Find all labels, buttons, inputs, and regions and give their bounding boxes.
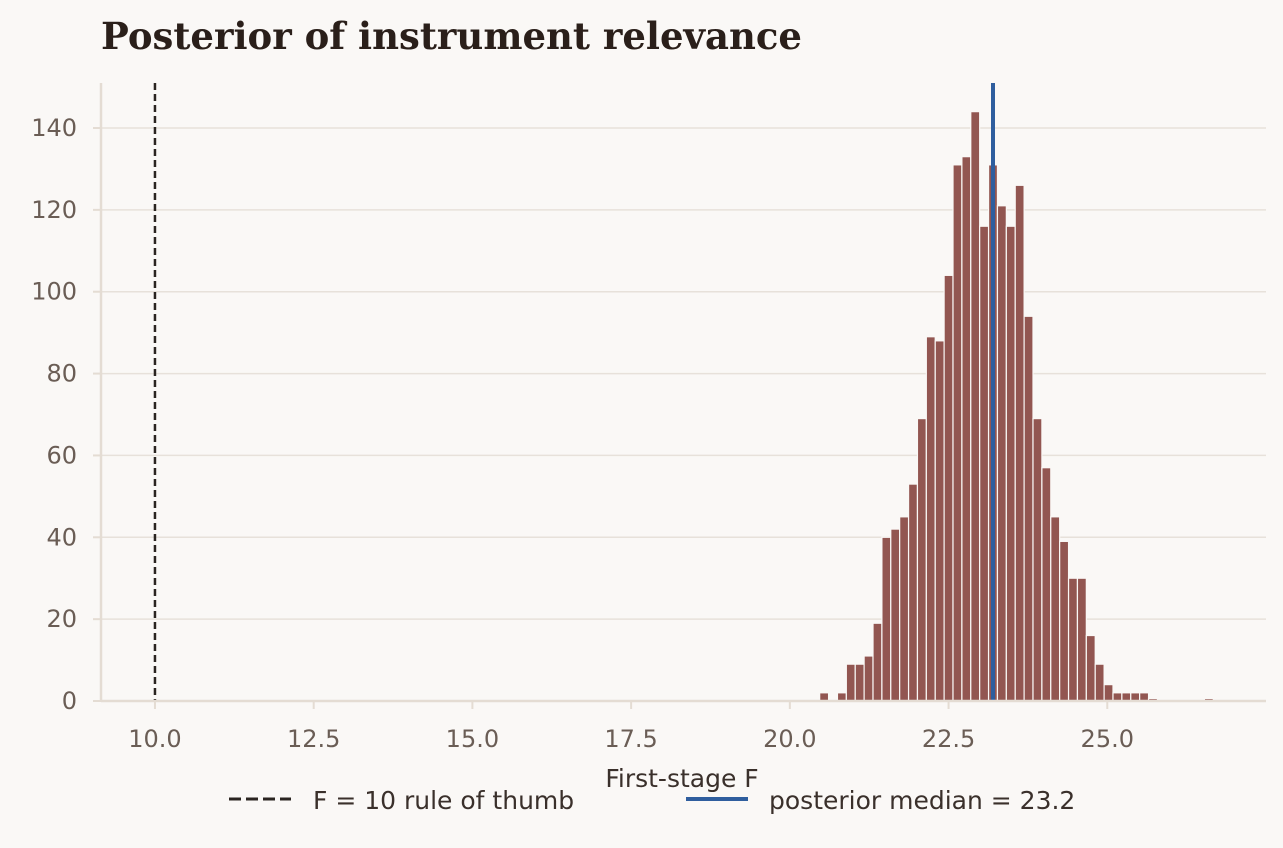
histogram-bar bbox=[961, 156, 972, 702]
y-tick-label: 80 bbox=[46, 360, 77, 388]
histogram-bar bbox=[970, 111, 981, 702]
y-tick-label: 0 bbox=[62, 687, 77, 715]
x-axis-label: First-stage F bbox=[605, 764, 758, 793]
histogram-bar bbox=[863, 655, 874, 702]
x-tick-label: 15.0 bbox=[446, 725, 499, 753]
x-tick-label: 20.0 bbox=[763, 725, 816, 753]
x-tick-label: 12.5 bbox=[287, 725, 340, 753]
y-tick-label: 140 bbox=[31, 114, 77, 142]
x-tick-label: 25.0 bbox=[1081, 725, 1134, 753]
histogram-bar bbox=[1032, 418, 1043, 702]
histogram-bar bbox=[934, 340, 945, 702]
histogram-bar bbox=[996, 205, 1007, 702]
histogram-bar bbox=[952, 164, 963, 702]
legend-label-posterior-median: posterior median = 23.2 bbox=[769, 786, 1075, 815]
y-tick-label: 40 bbox=[46, 523, 77, 551]
chart-title: Posterior of instrument relevance bbox=[101, 14, 802, 58]
histogram-bar bbox=[854, 663, 865, 702]
x-tick-label: 10.0 bbox=[128, 725, 181, 753]
histogram-bar bbox=[872, 622, 883, 702]
histogram-bar bbox=[1076, 577, 1087, 702]
y-tick-label: 60 bbox=[46, 441, 77, 469]
histogram-bar bbox=[845, 663, 856, 702]
histogram-bar bbox=[943, 274, 954, 702]
histogram-bar bbox=[1005, 225, 1016, 702]
histogram-bar bbox=[1059, 540, 1070, 702]
histogram-bar bbox=[890, 528, 901, 702]
histogram-bar bbox=[899, 516, 910, 702]
axes bbox=[99, 83, 1266, 703]
x-tick-label: 22.5 bbox=[922, 725, 975, 753]
legend-label-rule-of-thumb: F = 10 rule of thumb bbox=[313, 786, 574, 815]
y-tick-label: 120 bbox=[31, 196, 77, 224]
histogram-bar bbox=[1041, 467, 1052, 702]
histogram-bar bbox=[1067, 577, 1079, 702]
histogram-bar bbox=[1023, 315, 1034, 702]
histogram-bar bbox=[1050, 516, 1061, 702]
histogram-bar bbox=[1014, 184, 1025, 702]
x-tick-label: 17.5 bbox=[604, 725, 657, 753]
y-tick-label: 20 bbox=[46, 605, 77, 633]
gridlines bbox=[101, 127, 1266, 620]
y-tick-label: 100 bbox=[31, 278, 77, 306]
histogram-bar bbox=[1094, 663, 1105, 702]
histogram-bar bbox=[1103, 684, 1114, 702]
x-tick-labels: 10.0 12.5 15.0 17.5 20.0 22.5 25.0 bbox=[128, 701, 1134, 753]
histogram-bar bbox=[907, 483, 919, 702]
histogram-bar bbox=[979, 225, 990, 702]
y-tick-labels: 0 20 40 60 80 100 120 140 bbox=[31, 114, 101, 715]
legend: F = 10 rule of thumb posterior median = … bbox=[229, 786, 1075, 815]
histogram-bar bbox=[916, 418, 927, 702]
reference-lines bbox=[153, 83, 996, 701]
histogram-bar bbox=[881, 536, 892, 702]
histogram-bar bbox=[925, 336, 936, 702]
histogram-bar bbox=[1085, 634, 1096, 702]
